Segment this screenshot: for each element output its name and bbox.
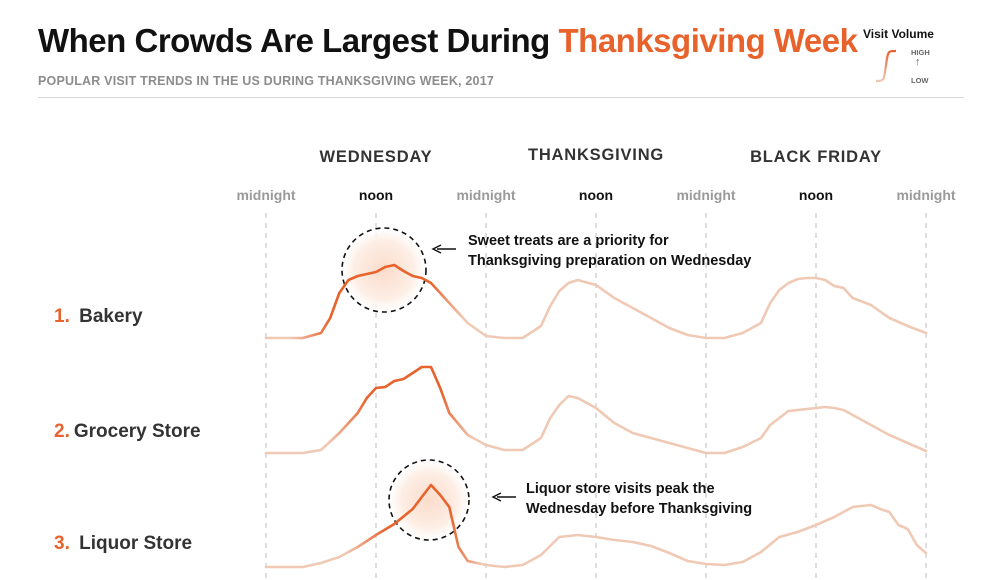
series-line-0 (264, 263, 928, 340)
series-line-2 (264, 483, 928, 569)
annotation-text-1-1: Wednesday before Thanksgiving (526, 501, 752, 517)
row-name-2: Liquor Store (74, 533, 192, 554)
tick-labels: midnight noon midnight noon midnight noon midn… (236, 187, 955, 203)
annotation-text-0-0: Sweet treats are a priority for (468, 233, 669, 249)
annotation-arrowhead-1 (491, 492, 502, 502)
annotations: Sweet treats are a priority for Thanksgiv… (431, 233, 752, 517)
row-label-0: 1. Bakery (54, 306, 143, 327)
legend-curve-icon (875, 49, 897, 83)
row-label-2: 3. Liquor Store (54, 533, 192, 554)
day-label-2: BLACK FRIDAY (750, 148, 882, 166)
chart-title-accent: Thanksgiving Week (558, 22, 858, 59)
tick-label-0: midnight (236, 187, 295, 203)
series-line-1 (264, 365, 928, 455)
highlight-circles (341, 227, 470, 541)
legend-high-label: HIGH (911, 48, 930, 57)
tick-label-5: noon (799, 187, 833, 203)
highlight-circle-2 (388, 459, 470, 541)
day-labels: WEDNESDAY THANKSGIVING BLACK FRIDAY (320, 146, 882, 166)
header-divider (38, 97, 964, 98)
legend-title: Visit Volume (863, 27, 934, 41)
row-label-1: 2. Grocery Store (54, 421, 201, 442)
chart-subtitle: POPULAR VISIT TRENDS IN THE US DURING TH… (38, 74, 495, 88)
annotation-arrowhead-0 (431, 244, 442, 254)
row-name-1: Grocery Store (74, 421, 201, 442)
tick-label-4: midnight (676, 187, 735, 203)
row-rank-2: 3. (54, 533, 70, 554)
row-name-0: Bakery (74, 306, 143, 327)
tick-label-2: midnight (456, 187, 515, 203)
annotation-text-0-1: Thanksgiving preparation on Wednesday (468, 253, 751, 269)
series-lines (264, 263, 928, 569)
highlight-circle-0 (341, 227, 427, 313)
day-label-0: WEDNESDAY (320, 148, 433, 166)
tick-label-6: midnight (896, 187, 955, 203)
chart-title-main: When Crowds Are Largest During (38, 22, 559, 59)
tick-label-3: noon (579, 187, 613, 203)
annotation-text-1-0: Liquor store visits peak the (526, 481, 715, 497)
row-rank-1: 2. (54, 421, 70, 442)
tick-label-1: noon (359, 187, 393, 203)
legend-low-label: LOW (911, 76, 929, 85)
legend-arrow-icon: ↑ (915, 56, 921, 68)
chart-title: When Crowds Are Largest During Thanksgiv… (38, 22, 858, 60)
day-label-1: THANKSGIVING (528, 146, 664, 164)
row-rank-0: 1. (54, 306, 70, 327)
row-labels: 1. Bakery 2. Grocery Store 3. Liquor Store (54, 306, 201, 554)
